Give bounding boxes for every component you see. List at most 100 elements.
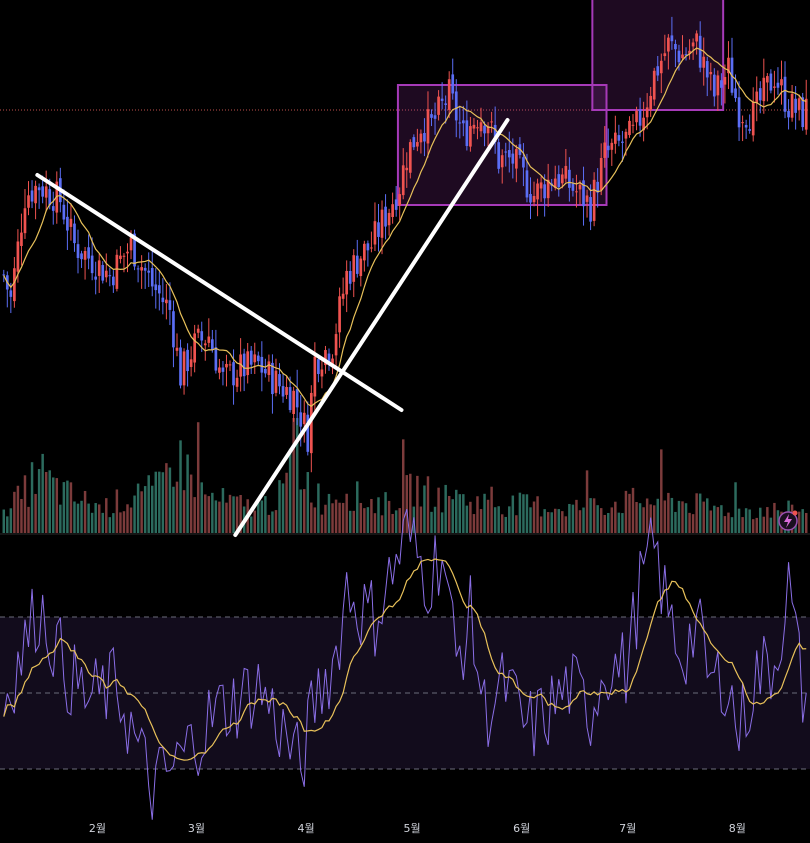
volume-bar	[479, 509, 483, 533]
volume-bar	[607, 512, 610, 533]
candle-body	[592, 179, 596, 221]
volume-bar	[599, 508, 603, 533]
volume-bar	[9, 508, 13, 533]
candle-body	[112, 276, 115, 286]
candle-body	[370, 247, 373, 249]
volume-bar	[500, 514, 504, 533]
candle-body	[801, 97, 805, 128]
candle-body	[755, 91, 759, 103]
candle-body	[172, 311, 175, 348]
volume-bar	[734, 482, 737, 533]
volume-bar	[486, 499, 490, 533]
volume-bar	[483, 493, 486, 533]
candle-body	[423, 132, 426, 142]
volume-bar	[292, 418, 295, 533]
candle-body	[334, 334, 338, 356]
volume-bar	[398, 508, 401, 533]
candle-body	[493, 124, 497, 143]
volume-bar	[518, 492, 522, 533]
volume-bar	[568, 503, 571, 533]
volume-bar	[260, 500, 264, 533]
candle-body	[451, 74, 455, 94]
candle-body	[225, 363, 228, 368]
candle-body	[667, 37, 670, 52]
volume-bar	[444, 484, 447, 533]
candle-body	[394, 199, 398, 210]
candle-body	[271, 362, 274, 395]
volume-bar	[158, 471, 161, 533]
candle-body	[48, 189, 52, 206]
candle-body	[2, 274, 6, 276]
volume-bar	[773, 502, 776, 533]
volume-bar	[674, 511, 677, 533]
lightning-bolt-icon[interactable]	[778, 510, 798, 531]
volume-bar	[211, 492, 214, 533]
volume-bar	[377, 497, 380, 533]
volume-bar	[476, 496, 479, 533]
volume-bar	[345, 493, 348, 533]
volume-bar	[214, 500, 218, 533]
volume-bar	[122, 511, 126, 533]
candle-body	[165, 299, 168, 304]
volume-bar	[37, 469, 41, 533]
volume-bar	[525, 494, 529, 533]
rsi-line	[3, 509, 807, 820]
volume-bar	[327, 493, 331, 533]
volume-bar	[660, 449, 663, 533]
volume-bar	[401, 439, 405, 533]
volume-bar	[571, 504, 575, 533]
indicator-badge[interactable]	[778, 510, 798, 531]
candle-body	[398, 194, 402, 206]
volume-bar	[221, 488, 225, 533]
candle-body	[136, 268, 140, 270]
candle-body	[274, 370, 278, 393]
volume-bar	[702, 501, 705, 533]
volume-bar	[253, 510, 256, 533]
candle-body	[511, 153, 515, 164]
volume-bar	[437, 487, 440, 533]
candle-body	[355, 255, 359, 274]
volume-bar	[603, 514, 606, 533]
volume-bar	[684, 503, 688, 533]
candle-body	[62, 204, 66, 220]
volume-bar	[557, 509, 561, 533]
candle-body	[416, 142, 419, 147]
volume-bar	[529, 507, 532, 533]
price-moving-average	[3, 47, 807, 407]
volume-bar	[621, 513, 624, 533]
candle-body	[734, 88, 737, 99]
candle-body	[380, 209, 384, 238]
volume-bar	[218, 501, 221, 533]
volume-bar	[80, 500, 83, 533]
volume-bar	[638, 503, 642, 533]
candle-body	[790, 93, 794, 118]
candle-body	[16, 241, 20, 272]
volume-bar	[299, 489, 302, 533]
range-box-1[interactable]	[396, 84, 608, 206]
candle-body	[444, 103, 447, 105]
volume-bar	[179, 440, 182, 533]
candle-body	[447, 79, 451, 110]
candle-body	[515, 149, 518, 169]
candle-body	[66, 216, 69, 231]
volume-bar	[363, 508, 366, 533]
candle-body	[108, 275, 112, 277]
candle-body	[147, 270, 151, 273]
candle-body	[348, 271, 352, 284]
candle-body	[642, 117, 645, 131]
price-candles-pane	[2, 16, 808, 473]
candle-body	[582, 180, 585, 207]
trendline-layer[interactable]	[35, 118, 510, 537]
candle-body	[87, 247, 90, 259]
volume-bar	[235, 496, 239, 533]
volume-bar	[196, 422, 200, 533]
candle-body	[179, 347, 182, 386]
candle-body	[419, 133, 423, 143]
volume-bar	[303, 489, 306, 533]
volume-bar	[440, 512, 444, 533]
candle-body	[769, 73, 773, 91]
trendline-2[interactable]	[233, 118, 510, 537]
volume-bar	[133, 495, 136, 533]
volume-bar	[69, 482, 73, 533]
